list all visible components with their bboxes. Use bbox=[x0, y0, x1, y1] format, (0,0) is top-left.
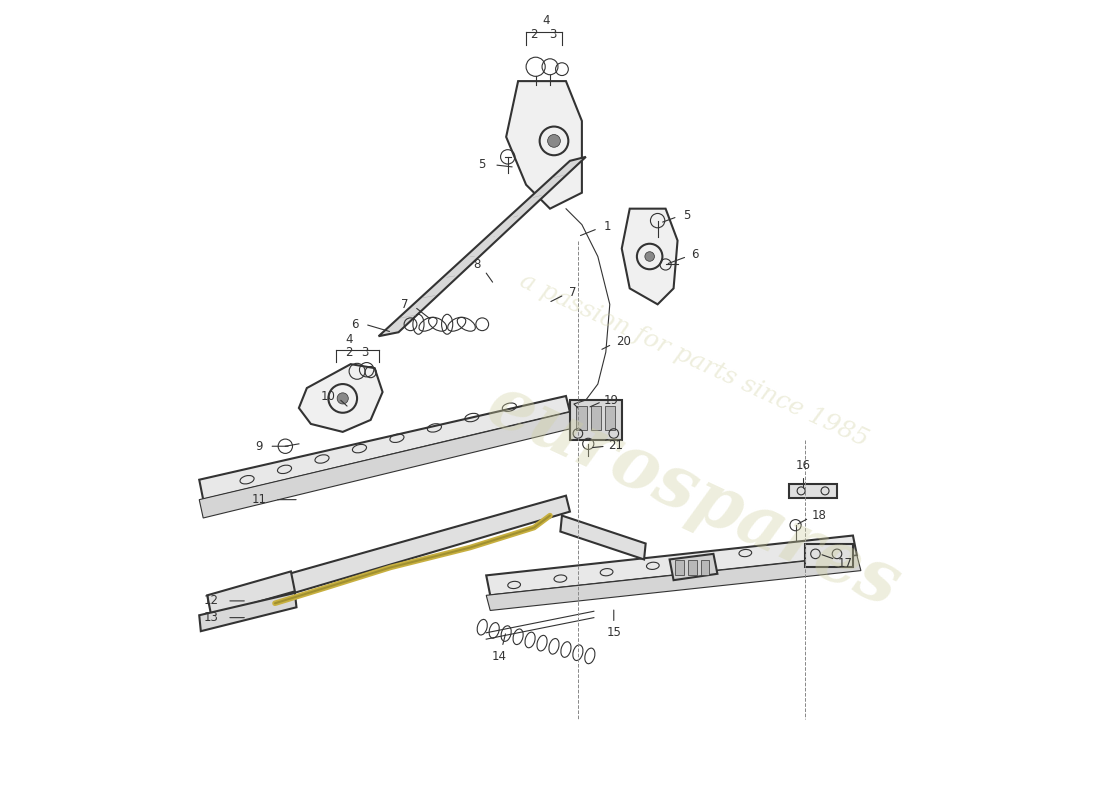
Bar bbox=[591, 406, 601, 430]
Polygon shape bbox=[199, 593, 297, 631]
Text: 18: 18 bbox=[811, 509, 826, 522]
Bar bbox=[605, 406, 615, 430]
Text: 4: 4 bbox=[345, 333, 353, 346]
Bar bbox=[789, 484, 837, 498]
Text: 17: 17 bbox=[837, 557, 852, 570]
Text: 1: 1 bbox=[604, 220, 612, 233]
Polygon shape bbox=[560, 515, 646, 559]
Text: 16: 16 bbox=[796, 459, 811, 472]
Polygon shape bbox=[378, 157, 586, 336]
Text: 5: 5 bbox=[683, 209, 691, 222]
Text: a passion for parts since 1985: a passion for parts since 1985 bbox=[516, 269, 871, 451]
Bar bbox=[675, 560, 684, 574]
Text: 2: 2 bbox=[345, 346, 353, 358]
Text: 3: 3 bbox=[362, 346, 369, 358]
Polygon shape bbox=[670, 554, 717, 580]
Polygon shape bbox=[255, 496, 570, 603]
Text: 10: 10 bbox=[321, 390, 336, 402]
Text: 19: 19 bbox=[604, 394, 619, 406]
Text: 4: 4 bbox=[542, 14, 550, 27]
Polygon shape bbox=[207, 571, 295, 615]
Polygon shape bbox=[199, 412, 574, 518]
Text: 20: 20 bbox=[616, 335, 630, 348]
Bar bbox=[570, 400, 622, 440]
Text: 9: 9 bbox=[255, 440, 263, 453]
Text: 12: 12 bbox=[204, 594, 219, 607]
Bar bbox=[701, 560, 710, 574]
Text: 8: 8 bbox=[473, 258, 481, 271]
Bar bbox=[576, 406, 586, 430]
Polygon shape bbox=[506, 81, 582, 209]
Text: 6: 6 bbox=[691, 249, 698, 262]
Polygon shape bbox=[199, 396, 570, 500]
Polygon shape bbox=[486, 535, 857, 595]
Bar bbox=[805, 543, 852, 567]
Text: 15: 15 bbox=[606, 626, 621, 639]
Text: 11: 11 bbox=[252, 493, 266, 506]
Text: 2: 2 bbox=[530, 28, 538, 42]
Text: 21: 21 bbox=[608, 439, 623, 452]
Polygon shape bbox=[621, 209, 678, 304]
Circle shape bbox=[337, 393, 349, 404]
Polygon shape bbox=[299, 364, 383, 432]
Text: 7: 7 bbox=[402, 298, 409, 311]
Text: eurospares: eurospares bbox=[475, 369, 911, 622]
Bar bbox=[688, 560, 696, 574]
Text: 5: 5 bbox=[478, 158, 486, 171]
Polygon shape bbox=[486, 555, 861, 610]
Text: 14: 14 bbox=[492, 650, 506, 663]
Text: 7: 7 bbox=[569, 286, 576, 299]
Text: 13: 13 bbox=[204, 611, 219, 624]
Text: 6: 6 bbox=[351, 318, 359, 330]
Circle shape bbox=[645, 252, 654, 262]
Circle shape bbox=[548, 134, 560, 147]
Text: 3: 3 bbox=[549, 28, 557, 42]
